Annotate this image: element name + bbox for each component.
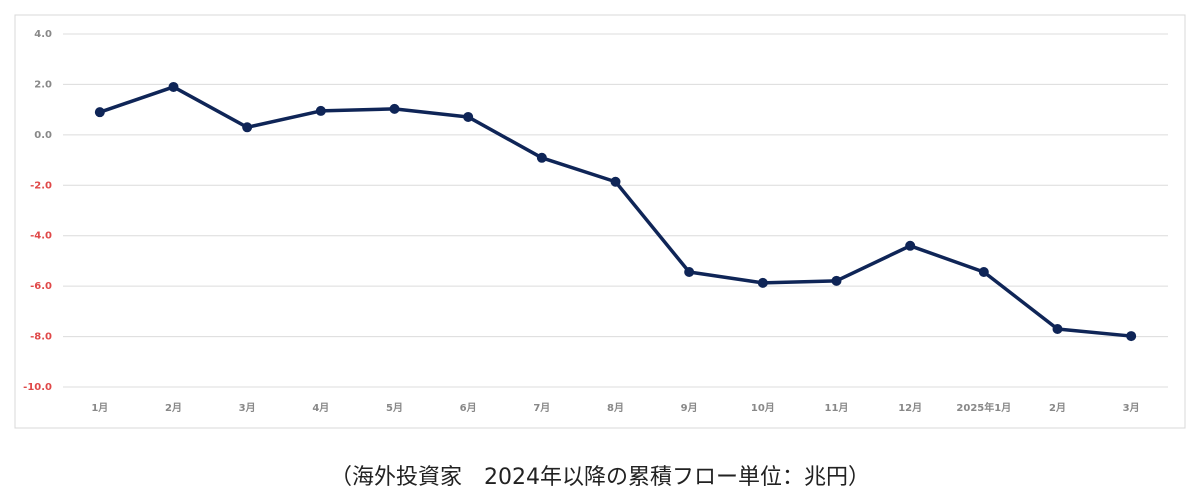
point [389, 103, 400, 114]
y-tick-label: -8.0 [30, 332, 52, 343]
point [757, 277, 768, 288]
point [684, 267, 695, 278]
y-tick-label: 2.0 [34, 79, 52, 90]
x-tick-label: 7月 [533, 402, 550, 414]
x-tick-label: 3月 [1123, 402, 1140, 414]
point [242, 122, 253, 133]
x-tick-label: 11月 [825, 402, 849, 414]
y-tick-label: -6.0 [30, 281, 52, 292]
y-tick-label: -4.0 [30, 231, 52, 242]
point [610, 176, 621, 187]
point [1052, 324, 1063, 335]
point [831, 275, 842, 286]
chart-caption: （海外投資家 2024年以降の累積フロー単位：兆円） [330, 465, 870, 490]
point [1126, 331, 1137, 342]
x-tick-label: 5月 [386, 402, 403, 414]
x-tick-label: 1月 [91, 402, 108, 414]
x-tick-label: 4月 [312, 402, 329, 414]
point [978, 267, 989, 278]
y-tick-label: 0.0 [34, 130, 52, 141]
y-tick-label: 4.0 [34, 29, 52, 40]
point [463, 111, 474, 122]
point [168, 81, 179, 92]
point [536, 152, 547, 163]
x-tick-label: 10月 [751, 402, 775, 414]
x-tick-label: 6月 [460, 402, 477, 414]
x-tick-label: 2月 [1049, 402, 1066, 414]
y-tick-label: -2.0 [30, 180, 52, 191]
x-tick-label: 2025年1月 [956, 401, 1011, 414]
x-tick-label: 2月 [165, 402, 182, 414]
x-tick-label: 3月 [239, 402, 256, 414]
point [315, 105, 326, 116]
point [905, 240, 916, 251]
x-tick-label: 9月 [681, 402, 698, 414]
chart-frame [14, 14, 1186, 429]
point [94, 107, 105, 118]
y-tick-label: -10.0 [23, 382, 52, 393]
x-tick-label: 12月 [898, 402, 922, 414]
x-tick-label: 8月 [607, 402, 624, 414]
